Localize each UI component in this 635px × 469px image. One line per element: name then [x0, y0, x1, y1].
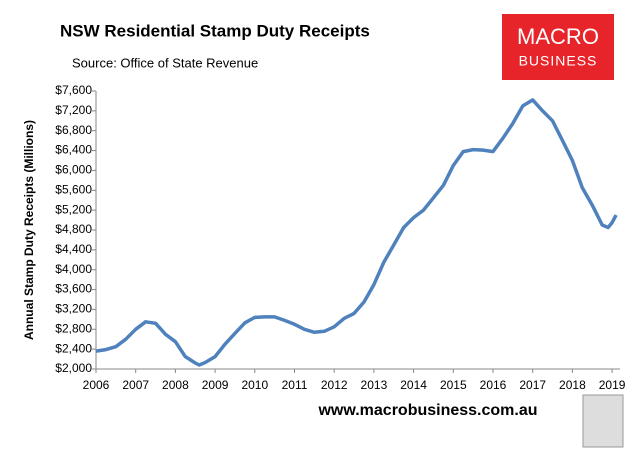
y-tick-label: $2,400	[55, 341, 92, 355]
x-tick-label: 2014	[400, 378, 427, 392]
y-tick-label: $6,000	[55, 163, 92, 177]
y-tick-label: $6,800	[55, 123, 92, 137]
logo-text: BUSINESS	[519, 53, 598, 69]
x-tick-label: 2006	[83, 378, 110, 392]
footer: www.macrobusiness.com.au	[317, 402, 537, 419]
y-tick-label: $7,200	[55, 103, 92, 117]
y-tick-label: $4,400	[55, 242, 92, 256]
y-tick-label: $7,600	[55, 83, 92, 97]
y-tick-label: $4,000	[55, 262, 92, 276]
logo-text: MACRO	[517, 24, 599, 49]
y-tick-label: $3,200	[55, 302, 92, 316]
x-tick-label: 2009	[202, 378, 229, 392]
x-tick-label: 2012	[321, 378, 348, 392]
x-tick-label: 2018	[559, 378, 586, 392]
x-tick-label: 2013	[361, 378, 388, 392]
x-tick-label: 2019	[599, 378, 626, 392]
x-tick-label: 2010	[241, 378, 268, 392]
chart-subtitle: Source: Office of State Revenue	[72, 55, 258, 70]
y-axis-label: Annual Stamp Duty Receipts (Millions)	[22, 120, 36, 340]
x-tick-label: 2016	[480, 378, 507, 392]
y-tick-label: $2,000	[55, 361, 92, 375]
chart-title: NSW Residential Stamp Duty Receipts	[60, 21, 370, 40]
logo-image	[582, 394, 624, 448]
y-tick-label: $3,600	[55, 282, 92, 296]
y-tick-label: $4,800	[55, 222, 92, 236]
logo-box	[502, 14, 614, 80]
x-tick-label: 2017	[519, 378, 546, 392]
y-tick-label: $5,200	[55, 202, 92, 216]
x-tick-label: 2007	[122, 378, 149, 392]
y-tick-label: $2,800	[55, 321, 92, 335]
x-tick-label: 2015	[440, 378, 467, 392]
data-line	[95, 98, 618, 367]
y-tick-label: $6,400	[55, 143, 92, 157]
x-tick-label: 2011	[282, 378, 308, 392]
x-tick-label: 2008	[162, 378, 189, 392]
y-tick-label: $5,600	[55, 182, 92, 196]
